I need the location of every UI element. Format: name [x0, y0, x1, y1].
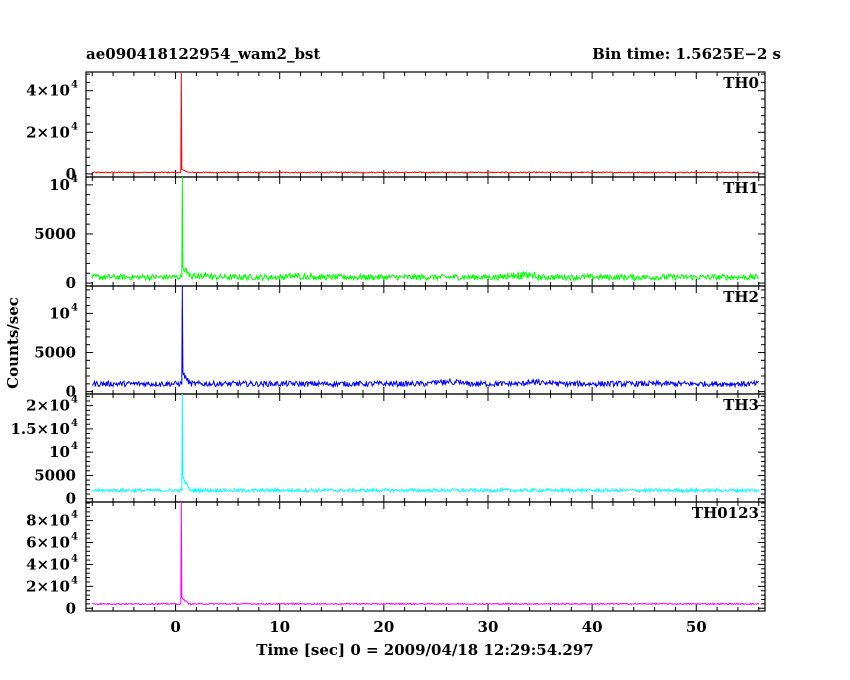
y-tick-label: 5000	[34, 344, 76, 362]
panel-label: TH2	[723, 288, 759, 306]
y-tick-exponent: 4	[71, 302, 78, 313]
y-tick-exponent: 4	[71, 510, 78, 521]
y-tick-label: 2×10	[26, 123, 70, 141]
y-tick-label: 10	[49, 304, 70, 322]
x-tick-label: 10	[269, 618, 290, 636]
y-tick-exponent: 4	[71, 174, 78, 185]
y-tick-label: 4×10	[26, 82, 70, 100]
x-tick-label: 40	[582, 618, 603, 636]
y-tick-exponent: 4	[71, 418, 78, 429]
series-line-th1	[91, 176, 759, 283]
y-tick-label: 5000	[34, 466, 76, 484]
y-tick-label: 10	[49, 176, 70, 194]
y-tick-label: 2×10	[26, 397, 70, 415]
x-tick-label: 0	[170, 618, 180, 636]
y-tick-exponent: 4	[71, 121, 78, 132]
panel-label: TH3	[723, 396, 759, 414]
series-line-th0123	[92, 501, 760, 606]
y-tick-label: 0	[66, 274, 76, 292]
y-tick-label: 5000	[34, 225, 76, 243]
series-line-th3	[92, 393, 760, 494]
panel-frame	[85, 71, 766, 178]
panel-th0: 02×10 44×10 4 TH0	[26, 71, 766, 183]
series-line-th2	[91, 285, 759, 389]
y-tick-exponent: 4	[71, 532, 78, 543]
x-tick-label: 20	[373, 618, 394, 636]
y-tick-label: 1.5×10	[10, 420, 70, 438]
y-tick-label: 0	[66, 383, 76, 401]
y-tick-exponent: 4	[71, 553, 78, 564]
y-tick-exponent: 4	[71, 575, 78, 586]
y-tick-exponent: 4	[71, 395, 78, 406]
x-tick-label: 30	[478, 618, 499, 636]
chart-title: ae090418122954_wam2_bst	[86, 45, 320, 63]
y-axis-label: Counts/sec	[4, 297, 22, 389]
panel-th0123: 02×10 44×10 46×10 48×10 4 TH0123	[26, 501, 766, 617]
panel-label: TH1	[723, 179, 759, 197]
panel-th2: 0 5000 10 4 TH2	[34, 285, 766, 401]
x-tick-label: 50	[686, 618, 707, 636]
y-tick-label: 4×10	[26, 555, 70, 573]
y-tick-exponent: 4	[71, 80, 78, 91]
y-tick-label: 2×10	[26, 577, 70, 595]
y-tick-label: 0	[66, 490, 76, 508]
y-tick-label: 0	[66, 599, 76, 617]
y-tick-label: 6×10	[26, 534, 70, 552]
y-tick-label: 0	[66, 165, 76, 183]
y-tick-exponent: 4	[71, 441, 78, 452]
panel-th1: 0 5000 10 4 TH1	[34, 174, 766, 292]
panel-frame	[85, 501, 766, 612]
x-axis-label: Time [sec] 0 = 2009/04/18 12:29:54.297	[256, 641, 593, 659]
panel-frame	[85, 285, 766, 395]
y-tick-label: 8×10	[26, 512, 70, 530]
bin-time-label: Bin time: 1.5625E−2 s	[592, 45, 781, 63]
y-tick-label: 10	[49, 443, 70, 461]
series-line-th0	[92, 71, 759, 174]
panel-label: TH0123	[692, 504, 759, 522]
panel-label: TH0	[723, 74, 759, 92]
panel-frame	[85, 176, 766, 287]
